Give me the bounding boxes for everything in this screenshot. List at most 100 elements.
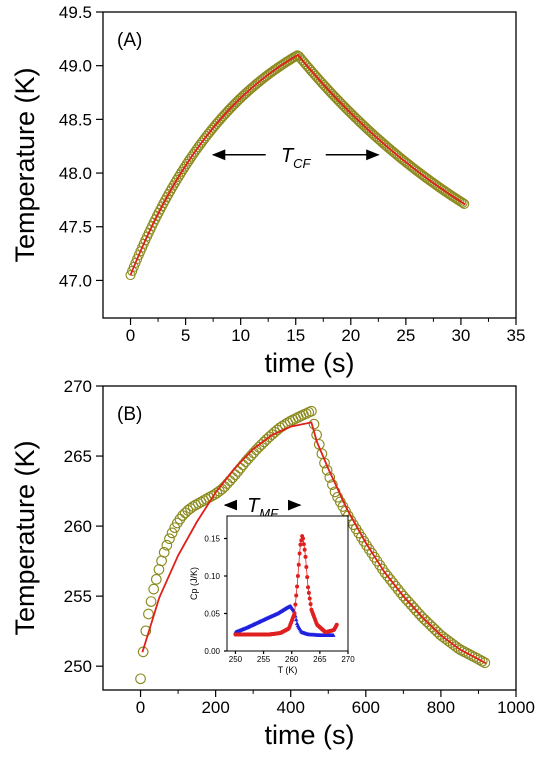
panel-b-data-point (274, 422, 286, 434)
i-x-tick-label: 260 (285, 655, 299, 664)
panel-a-data-point (175, 169, 186, 180)
panel-b-data-point (158, 546, 170, 558)
panel-a-data-point (454, 195, 465, 206)
panel-a-data-point (181, 158, 192, 170)
panel-a-data-point (161, 192, 172, 203)
panel-a-data-point (287, 53, 298, 64)
panel-b-data-point (392, 584, 404, 595)
a-x-tick-label: 20 (341, 326, 360, 345)
panel-b-data-point (150, 573, 162, 585)
a-y-tick-label: 47.5 (59, 218, 92, 237)
panel-a-data-point (179, 161, 191, 172)
a-y-tick-label: 49.5 (59, 3, 92, 22)
panel-b-data-point (306, 405, 317, 417)
panel-a-data-point (168, 180, 179, 191)
panel-b-label: (B) (117, 404, 142, 425)
a-x-tick-label: 5 (181, 326, 190, 345)
panel-a: 0 5 10 15 20 25 30 35 47.0 47.5 48.0 48.5 49.0 49.5 (… (10, 3, 525, 378)
panel-a-data-point (315, 76, 326, 87)
panel-b-data-point (135, 673, 146, 685)
panel-b-x-axis-label: time (s) (265, 720, 355, 750)
panel-b-data-point (450, 641, 462, 652)
b-x-tick-label: 800 (427, 698, 455, 717)
panel-a-data-point (308, 68, 319, 79)
panel-a-data-point (307, 66, 318, 77)
panel-b-data-point (479, 657, 491, 669)
panel-b-inset: 250 255 260 265 270 0.00 0.05 0.10 0.15 T (K) Cp… (189, 515, 355, 675)
a-y-tick-label: 48.5 (59, 110, 92, 129)
panel-a-data (125, 50, 470, 281)
panel-b-data-point (198, 495, 209, 506)
panel-b-data-point (143, 608, 154, 620)
panel-b-data-point (164, 533, 175, 545)
panel-a-data-point (163, 189, 174, 200)
panel-b-data-point (166, 527, 178, 539)
panel-b-plot-frame (102, 385, 517, 691)
panel-a-data-point (183, 156, 194, 167)
panel-a-data-point (267, 66, 278, 77)
panel-a-label: (A) (117, 30, 142, 51)
i-x-tick-label: 270 (341, 655, 355, 664)
i-x-tick-label: 265 (313, 655, 327, 664)
panel-a-data-point (431, 179, 442, 191)
b-x-tick-label: 200 (201, 698, 229, 717)
b-y-tick-label: 260 (64, 517, 92, 536)
panel-b-data (135, 405, 491, 685)
a-y-tick-label: 49.0 (59, 57, 92, 76)
panel-a-data-point (429, 178, 440, 189)
a-y-tick-label: 47.0 (59, 271, 92, 290)
panel-a-data-point (310, 70, 321, 81)
panel-a-data-point (216, 113, 227, 124)
b-y-tick-label: 250 (64, 657, 92, 676)
panel-b-data-point (390, 580, 401, 592)
panel-b-data-point (174, 513, 186, 525)
a-x-tick-label: 0 (126, 326, 135, 345)
panel-a-data-point (160, 195, 171, 206)
panel-a-ticks: 0 5 10 15 20 25 30 35 47.0 47.5 48.0 48.5 49.0 49.5 (59, 3, 526, 345)
panel-b-data-point (403, 596, 414, 608)
panel-a-plot-frame (102, 11, 517, 319)
panel-b-data-point (382, 570, 393, 582)
panel-b-data-point (474, 654, 485, 666)
panel-b-data-point (308, 418, 320, 430)
panel-b-fit-line (141, 421, 487, 665)
panel-b-data-point (187, 501, 199, 512)
inset-x-axis-label: T (K) (278, 665, 298, 675)
panel-a-x-axis-label: time (s) (265, 348, 355, 378)
i-x-tick-label: 255 (257, 655, 271, 664)
b-x-tick-label: 0 (136, 698, 145, 717)
panel-b-data-point (153, 564, 165, 575)
a-x-tick-label: 15 (286, 326, 305, 345)
panel-b-ticks: 0 200 400 600 800 1000 250 255 260 265 270 (64, 377, 535, 717)
b-x-tick-label: 1000 (497, 698, 535, 717)
panel-b-data-point (208, 489, 220, 501)
panel-a-data-point (305, 64, 316, 76)
i-y-tick-label: 0.15 (204, 535, 220, 544)
panel-b-data-point (327, 479, 338, 490)
panel-b-data-point (193, 498, 204, 509)
b-y-tick-label: 255 (64, 587, 92, 606)
panel-b-data-point (221, 478, 233, 489)
panel-a-data-point (455, 196, 466, 207)
panel-b-data-point (185, 503, 196, 514)
panel-b-y-axis-label: Temperature (K) (10, 440, 40, 635)
panel-a-data-point (312, 72, 323, 83)
inset-red-line (235, 534, 338, 635)
panel-a-data-point (178, 164, 189, 175)
i-y-tick-label: 0.10 (204, 572, 220, 581)
panel-a-data-point (432, 181, 443, 192)
inset-red-point (334, 622, 339, 627)
b-x-tick-label: 600 (352, 698, 380, 717)
panel-b-data-point (379, 567, 391, 579)
panel-a-data-point (214, 114, 225, 126)
panel-a-fit-line (129, 53, 466, 276)
panel-a-data-point (166, 183, 177, 194)
panel-b-data-point (408, 602, 420, 614)
i-y-tick-label: 0.00 (204, 647, 220, 656)
i-y-tick-label: 0.05 (204, 610, 220, 619)
panel-a-data-point (427, 177, 438, 188)
inset-ticks: 250 255 260 265 270 0.00 0.05 0.10 0.15 (204, 535, 355, 665)
panel-b-data-point (190, 499, 202, 511)
panel-a-data-point (313, 74, 324, 85)
